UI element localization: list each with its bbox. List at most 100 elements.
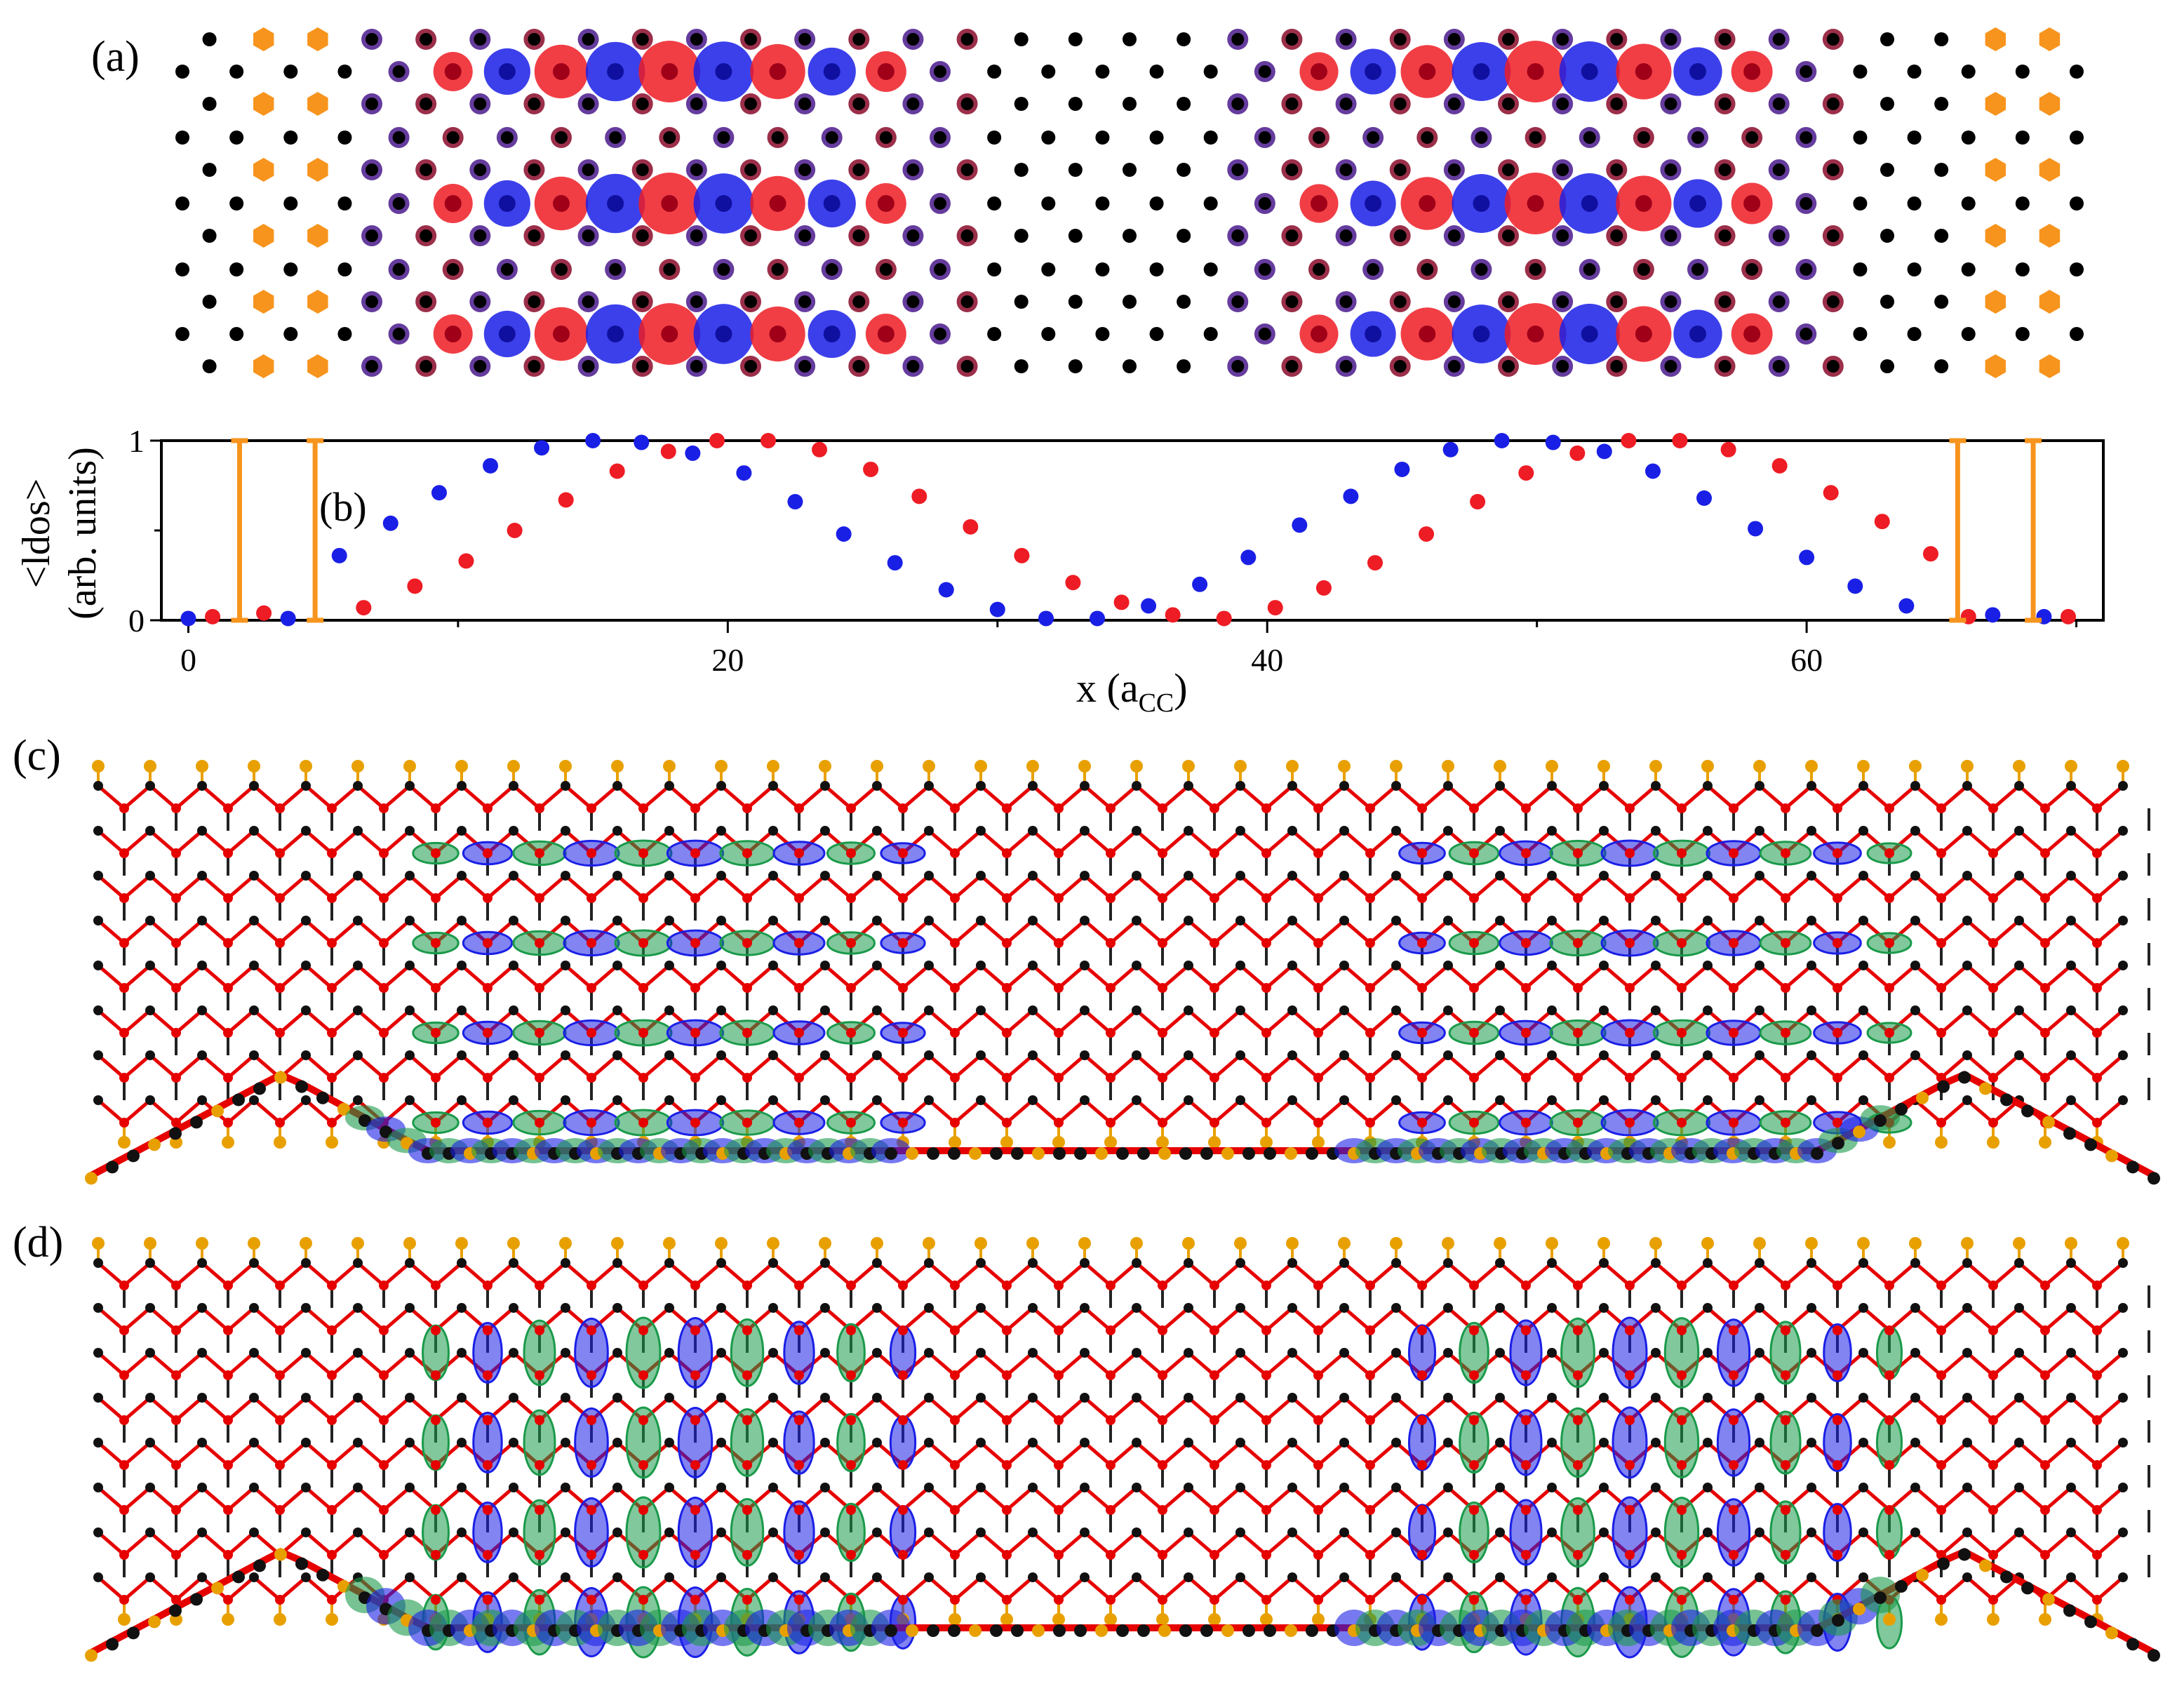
carbon-atom	[275, 1118, 285, 1128]
bond	[1161, 919, 1190, 944]
bond	[668, 1054, 697, 1079]
atom	[1961, 196, 1976, 210]
carbon-atom	[1625, 1595, 1635, 1605]
atom	[528, 33, 541, 46]
carbon-atom	[1184, 1050, 1193, 1060]
bond	[123, 1396, 152, 1422]
bond	[1914, 784, 1943, 810]
bond	[1317, 1351, 1346, 1377]
carbon-atom	[846, 1118, 856, 1128]
bond	[1966, 1099, 1995, 1124]
carbon-atom	[1936, 938, 1946, 948]
carbon-atom	[1080, 826, 1090, 836]
carbon-atom	[1781, 803, 1790, 813]
bond	[512, 1262, 541, 1287]
side-atom	[2021, 1104, 2034, 1118]
carbon-atom	[2040, 803, 2050, 813]
bond	[1213, 1054, 1242, 1079]
hydrogen-atom	[611, 1237, 624, 1250]
carbon-atom	[638, 893, 648, 903]
red-point	[1419, 526, 1435, 542]
atom	[852, 229, 866, 242]
carbon-atom	[716, 1095, 726, 1105]
carbon-atom	[1521, 1505, 1531, 1515]
side-atom	[190, 1116, 203, 1129]
carbon-atom	[742, 893, 752, 903]
blue-point	[1748, 521, 1764, 537]
carbon-atom	[638, 1550, 648, 1560]
blue-point	[331, 547, 347, 563]
atom	[1743, 326, 1761, 342]
carbon-atom	[2014, 961, 2024, 970]
red-point	[1470, 494, 1486, 510]
carbon-atom	[379, 1073, 389, 1083]
density-lobe	[677, 1316, 714, 1389]
carbon-atom	[1521, 983, 1531, 993]
hydrogen-site	[2039, 27, 2061, 51]
atom	[283, 131, 298, 145]
carbon-atom	[1417, 848, 1427, 858]
carbon-atom	[1443, 1438, 1453, 1448]
hydrogen-site	[253, 158, 274, 182]
side-atom	[2148, 1172, 2160, 1185]
bond	[927, 1441, 956, 1466]
carbon-atom	[171, 1415, 181, 1425]
atom	[987, 262, 1002, 276]
bond	[1031, 1351, 1060, 1377]
atom	[1907, 131, 1922, 145]
bond	[434, 1054, 463, 1079]
bond	[1031, 1486, 1060, 1511]
carbon-atom	[2092, 983, 2102, 993]
carbon-atom	[1054, 1028, 1064, 1038]
carbon-atom	[223, 1550, 233, 1560]
carbon-atom	[690, 983, 700, 993]
carbon-atom	[638, 1460, 648, 1470]
carbon-atom	[197, 1258, 207, 1268]
density-lobe	[1509, 1319, 1543, 1386]
x-tick-label: 20	[711, 642, 744, 678]
atom	[582, 295, 595, 308]
carbon-atom	[1210, 1505, 1219, 1515]
carbon-atom	[2118, 1005, 2128, 1015]
bond	[2096, 1099, 2124, 1124]
bond	[1135, 1351, 1164, 1377]
carbon-atom	[1988, 1550, 1998, 1560]
atom	[229, 65, 244, 79]
bond	[1628, 1262, 1657, 1287]
carbon-atom	[1002, 803, 1012, 813]
carbon-atom	[1132, 1095, 1141, 1105]
carbon-atom	[716, 1572, 726, 1582]
carbon-atom	[612, 1258, 622, 1268]
carbon-atom	[1729, 1460, 1739, 1470]
carbon-atom	[1132, 1572, 1141, 1582]
blue-point	[1343, 488, 1359, 504]
bond	[2018, 1351, 2046, 1377]
carbon-atom	[950, 1595, 960, 1605]
bond	[1213, 1009, 1242, 1034]
carbon-atom	[1833, 1281, 1842, 1290]
density-lobe	[1612, 1316, 1648, 1389]
carbon-atom	[768, 1393, 778, 1403]
carbon-atom	[405, 1050, 415, 1060]
blue-point	[382, 515, 398, 531]
carbon-atom	[2014, 826, 2024, 836]
bond	[1187, 874, 1216, 900]
carbon-atom	[1002, 1505, 1012, 1515]
carbon-atom	[1858, 781, 1868, 791]
atom	[1583, 131, 1596, 144]
carbon-atom	[1417, 1505, 1427, 1515]
bond	[1758, 874, 1787, 900]
side-atom	[1116, 1624, 1129, 1637]
carbon-atom	[924, 1483, 934, 1492]
bond	[304, 1576, 333, 1601]
carbon-atom	[1547, 916, 1557, 925]
carbon-atom	[535, 893, 544, 903]
bond	[616, 1262, 645, 1287]
bond	[201, 1486, 229, 1511]
bond	[927, 829, 956, 855]
carbon-atom	[1054, 983, 1064, 993]
carbon-atom	[1677, 1325, 1687, 1335]
carbon-atom	[1807, 1005, 1816, 1015]
carbon-atom	[1417, 938, 1427, 948]
carbon-atom	[1833, 1325, 1842, 1335]
